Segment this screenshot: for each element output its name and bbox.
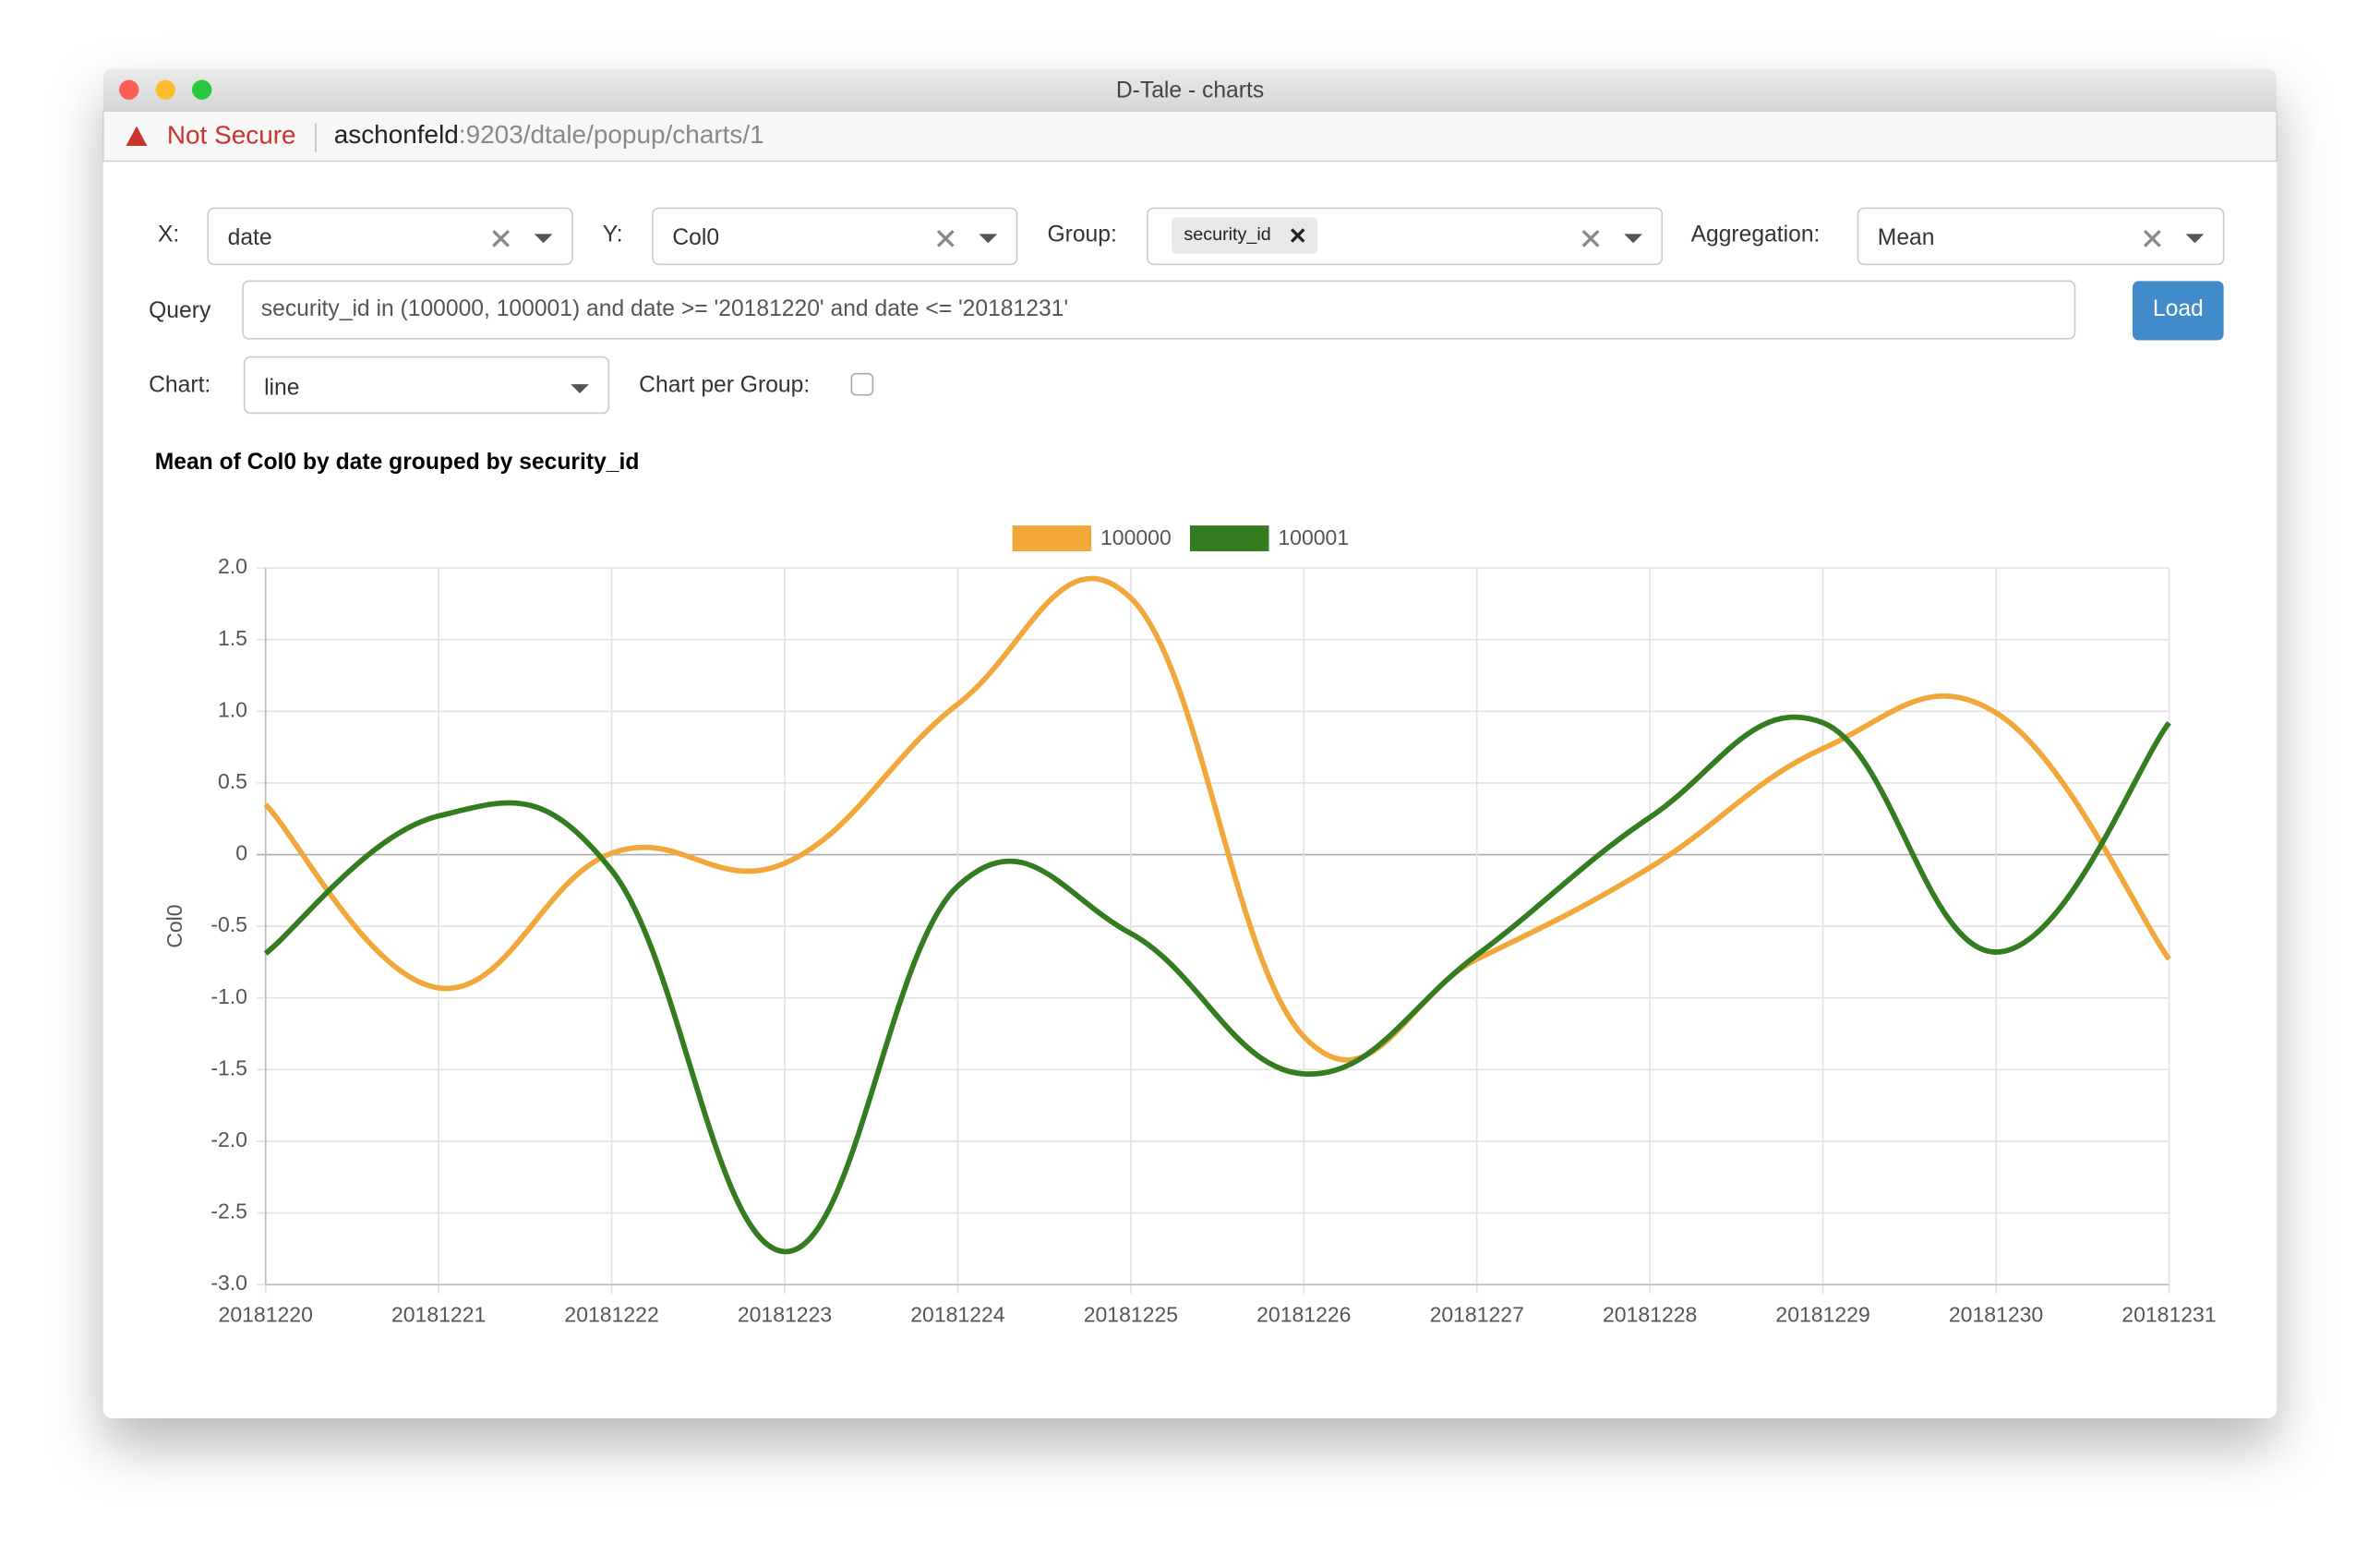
x-tick-label: 20181228: [1603, 1303, 1697, 1327]
y-label: Y:: [603, 223, 623, 247]
y-select[interactable]: [652, 207, 1018, 266]
close-button[interactable]: [119, 79, 139, 100]
x-tick-label: 20181224: [910, 1303, 1005, 1327]
clear-icon[interactable]: [492, 229, 510, 247]
y-value: Col0: [672, 225, 719, 250]
dropdown-icon[interactable]: [2185, 234, 2205, 244]
x-tick-label: 20181226: [1256, 1303, 1351, 1327]
x-tick-label: 20181231: [2122, 1303, 2216, 1327]
x-tick-label: 20181221: [391, 1303, 486, 1327]
x-label: X:: [158, 223, 179, 247]
minimize-button[interactable]: [155, 79, 175, 100]
query-input[interactable]: [242, 280, 2076, 340]
legend-label: 100000: [1100, 525, 1172, 549]
url-host: aschonfeld: [334, 121, 459, 150]
url-path: :9203/dtale/popup/charts/1: [459, 121, 764, 150]
chart-per-group-checkbox[interactable]: [850, 372, 874, 396]
y-tick-label: -1.5: [210, 1055, 247, 1079]
aggregation-label: Aggregation:: [1691, 223, 1821, 247]
dropdown-icon[interactable]: [979, 234, 998, 244]
y-tick-label: 0.5: [218, 769, 247, 793]
security-label: Not Secure: [167, 121, 296, 150]
chart-select[interactable]: [243, 356, 610, 415]
legend-label: 100001: [1278, 525, 1349, 549]
dropdown-icon[interactable]: [571, 384, 589, 394]
chart-value: line: [264, 376, 299, 401]
group-tag-text: security_id: [1184, 224, 1270, 245]
x-tick-label: 20181225: [1084, 1303, 1178, 1327]
dropdown-icon[interactable]: [1624, 234, 1642, 244]
title-bar: [102, 68, 2278, 112]
x-tick-label: 20181223: [738, 1303, 832, 1327]
y-tick-label: 0: [235, 841, 247, 865]
legend-swatch: [1190, 525, 1269, 552]
x-select[interactable]: [207, 207, 573, 266]
chart-label: Chart:: [149, 372, 210, 397]
y-tick-label: -2.0: [210, 1127, 247, 1151]
query-label: Query: [149, 298, 211, 323]
y-tick-label: -3.0: [210, 1271, 247, 1295]
x-tick-label: 20181220: [219, 1303, 313, 1327]
aggregation-value: Mean: [1878, 225, 1935, 250]
y-tick-label: 1.0: [218, 697, 247, 721]
y-tick-label: -1.0: [210, 984, 247, 1008]
window-title: D-Tale - charts: [1116, 78, 1264, 102]
aggregation-select[interactable]: [1857, 207, 2225, 266]
clear-icon[interactable]: [1581, 229, 1600, 247]
x-tick-label: 20181230: [1949, 1303, 2043, 1327]
group-tag: [1172, 217, 1318, 254]
chart-per-group-label: Chart per Group:: [639, 372, 810, 397]
query-value: security_id in (100000, 100001) and date…: [261, 296, 1068, 321]
tag-remove-icon[interactable]: [1290, 228, 1305, 243]
series-line: [263, 714, 2171, 1255]
clear-icon[interactable]: [936, 229, 955, 247]
x-tick-label: 20181227: [1430, 1303, 1524, 1327]
warning-icon: [126, 126, 148, 147]
legend-swatch: [1012, 525, 1092, 552]
dropdown-icon[interactable]: [534, 234, 553, 244]
group-label: Group:: [1047, 223, 1116, 247]
url: aschonfeld:9203/dtale/popup/charts/1: [334, 121, 764, 150]
load-button[interactable]: [2133, 281, 2224, 341]
x-tick-label: 20181229: [1775, 1303, 1869, 1327]
address-bar[interactable]: [102, 110, 2278, 163]
zoom-button[interactable]: [191, 79, 212, 100]
y-tick-label: 1.5: [218, 626, 247, 650]
clear-icon[interactable]: [2143, 229, 2161, 247]
y-axis-title: Col0: [162, 904, 186, 947]
window: [102, 68, 2278, 1418]
x-value: date: [228, 225, 272, 250]
chart: -3.0 -2.5 -2.0 -1.5 -1.0 -0.5 0 0.5 1.0 1.5 2.0 201…: [210, 525, 2216, 1327]
y-tick-label: 2.0: [218, 554, 247, 578]
load-button-text: Load: [2153, 296, 2204, 321]
chart-title: Mean of Col0 by date grouped by security…: [155, 450, 640, 475]
x-tick-label: 20181222: [564, 1303, 658, 1327]
y-tick-label: -0.5: [210, 912, 247, 936]
y-tick-label: -2.5: [210, 1199, 247, 1224]
